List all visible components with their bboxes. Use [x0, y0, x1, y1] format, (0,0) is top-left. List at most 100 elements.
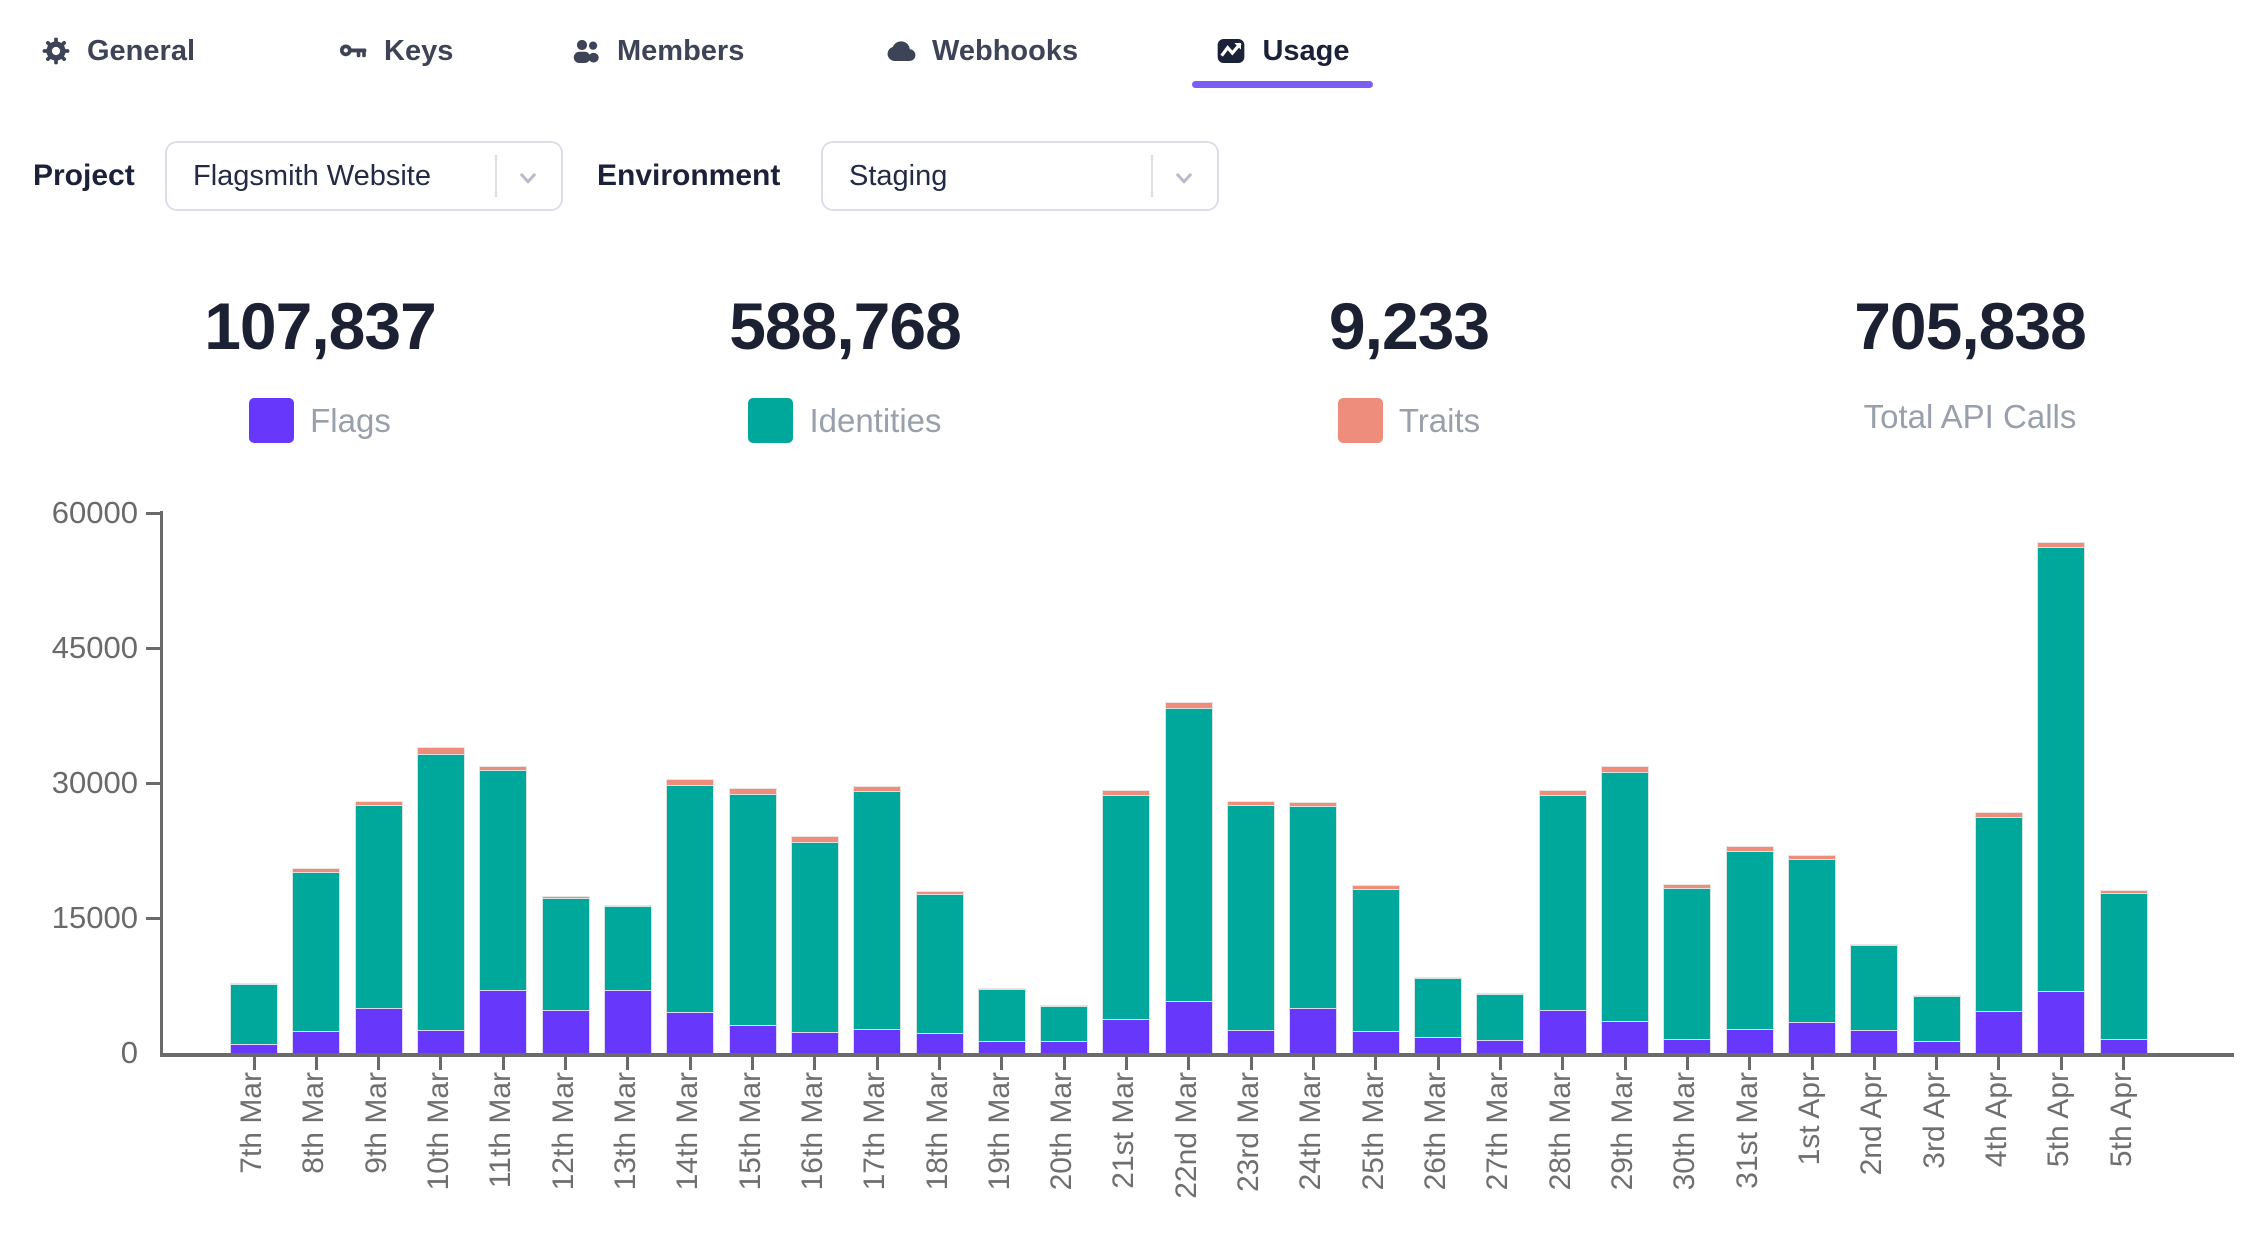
- members-icon: [573, 39, 599, 63]
- bar-segment-flags: [479, 990, 528, 1053]
- x-axis-label: 15th Mar: [733, 1072, 767, 1191]
- x-axis-label: 1st Apr: [1793, 1072, 1826, 1166]
- bar-27: [1912, 995, 1961, 1053]
- identities-label: Identities: [809, 401, 942, 439]
- bar-segment-traits: [230, 982, 278, 985]
- y-axis-label: 60000: [51, 495, 138, 530]
- x-axis-tick: [501, 1057, 505, 1070]
- bar-segment-flags: [1102, 1018, 1151, 1053]
- x-axis-label: 19th Mar: [982, 1072, 1016, 1191]
- bar-segment-traits: [2037, 541, 2086, 547]
- bar-segment-traits: [1351, 884, 1400, 889]
- bar-segment-flags: [292, 1030, 341, 1053]
- bar-segment-identities: [541, 897, 590, 1010]
- bar-segment-flags: [1227, 1029, 1276, 1053]
- bar-segment-identities: [790, 841, 839, 1033]
- x-axis-label: 13th Mar: [608, 1072, 642, 1191]
- bar-0: [230, 982, 278, 1053]
- x-axis-tick: [813, 1057, 817, 1070]
- tab-members[interactable]: Members: [570, 22, 744, 80]
- bar-segment-traits: [1850, 944, 1899, 946]
- x-axis-tick: [252, 1057, 256, 1070]
- x-axis-label: 2nd Apr: [1855, 1072, 1889, 1176]
- bar-2: [354, 801, 403, 1053]
- environment-select-value: Staging: [849, 159, 948, 192]
- bar-12: [977, 988, 1026, 1053]
- bar-segment-flags: [1476, 1039, 1525, 1053]
- bar-segment-identities: [728, 793, 777, 1026]
- bar-segment-flags: [603, 990, 652, 1053]
- bar-23: [1663, 883, 1712, 1053]
- bar-segment-identities: [915, 893, 964, 1034]
- x-axis-tick: [564, 1057, 568, 1070]
- bar-7: [666, 779, 715, 1053]
- bar-segment-identities: [1912, 996, 1961, 1042]
- bar-segment-flags: [728, 1025, 777, 1053]
- x-axis-tick: [688, 1057, 692, 1070]
- bar-segment-flags: [1912, 1041, 1961, 1053]
- bar-segment-identities: [1414, 977, 1463, 1037]
- bar-segment-identities: [354, 804, 403, 1008]
- bar-segment-traits: [1414, 976, 1463, 978]
- project-select[interactable]: Flagsmith Website: [165, 141, 563, 211]
- stat-total-api-calls: 705,838 Total API Calls: [1710, 288, 2230, 436]
- bar-segment-identities: [1351, 888, 1400, 1032]
- bar-segment-flags: [1850, 1029, 1899, 1053]
- x-axis-tick: [1623, 1057, 1627, 1070]
- bar-segment-traits: [1040, 1005, 1089, 1007]
- bar-21: [1538, 790, 1587, 1053]
- x-axis-tick: [1000, 1057, 1004, 1070]
- flags-label: Flags: [310, 401, 391, 439]
- environment-select[interactable]: Staging: [821, 141, 1219, 211]
- x-axis-tick: [1810, 1057, 1814, 1070]
- bar-segment-traits: [853, 785, 902, 791]
- bar-segment-identities: [1227, 805, 1276, 1030]
- flags-count: 107,837: [204, 289, 437, 363]
- bar-segment-flags: [230, 1044, 278, 1053]
- bar-28: [1974, 811, 2023, 1053]
- tab-members-label: Members: [617, 34, 745, 67]
- tab-general-label: General: [87, 34, 195, 67]
- project-label: Project: [33, 159, 135, 192]
- bar-segment-flags: [790, 1032, 839, 1053]
- bar-segment-identities: [666, 784, 715, 1012]
- y-axis-label: 45000: [51, 630, 138, 665]
- bar-22: [1601, 765, 1650, 1053]
- bar-15: [1164, 702, 1213, 1053]
- bar-segment-identities: [603, 906, 652, 990]
- x-axis-label: 17th Mar: [858, 1072, 892, 1191]
- tab-webhooks[interactable]: Webhooks: [885, 22, 1078, 80]
- bar-19: [1414, 976, 1463, 1053]
- bar-segment-identities: [1538, 794, 1587, 1010]
- x-axis-label: 28th Mar: [1543, 1072, 1577, 1191]
- x-axis-tick: [1124, 1057, 1128, 1070]
- flags-swatch: [249, 398, 295, 443]
- tab-keys[interactable]: Keys: [337, 22, 453, 80]
- bar-segment-traits: [1102, 790, 1151, 796]
- bar-18: [1351, 884, 1400, 1053]
- x-axis-label: 3rd Apr: [1917, 1072, 1951, 1169]
- bar-segment-traits: [292, 867, 341, 873]
- bar-segment-flags: [354, 1008, 403, 1053]
- bar-segment-flags: [1601, 1020, 1650, 1053]
- bar-20: [1476, 992, 1525, 1053]
- bar-segment-flags: [1289, 1008, 1338, 1053]
- x-axis-label: 11th Mar: [484, 1072, 518, 1189]
- bar-segment-traits: [479, 765, 528, 771]
- stat-flags: 107,837 Flags: [60, 288, 580, 443]
- x-axis-tick: [1935, 1057, 1939, 1070]
- x-axis-label: 30th Mar: [1668, 1072, 1702, 1191]
- identities-swatch: [748, 398, 794, 443]
- bar-segment-flags: [1788, 1021, 1836, 1053]
- bar-11: [915, 891, 964, 1053]
- identities-count: 588,768: [729, 289, 962, 363]
- tab-general[interactable]: General: [40, 22, 195, 80]
- bar-16: [1227, 801, 1276, 1053]
- bar-segment-traits: [1663, 883, 1712, 889]
- bar-segment-flags: [1663, 1038, 1712, 1053]
- bar-segment-identities: [2099, 893, 2148, 1039]
- bar-26: [1850, 944, 1899, 1053]
- tab-usage[interactable]: Usage: [1192, 22, 1373, 88]
- bar-5: [541, 895, 590, 1053]
